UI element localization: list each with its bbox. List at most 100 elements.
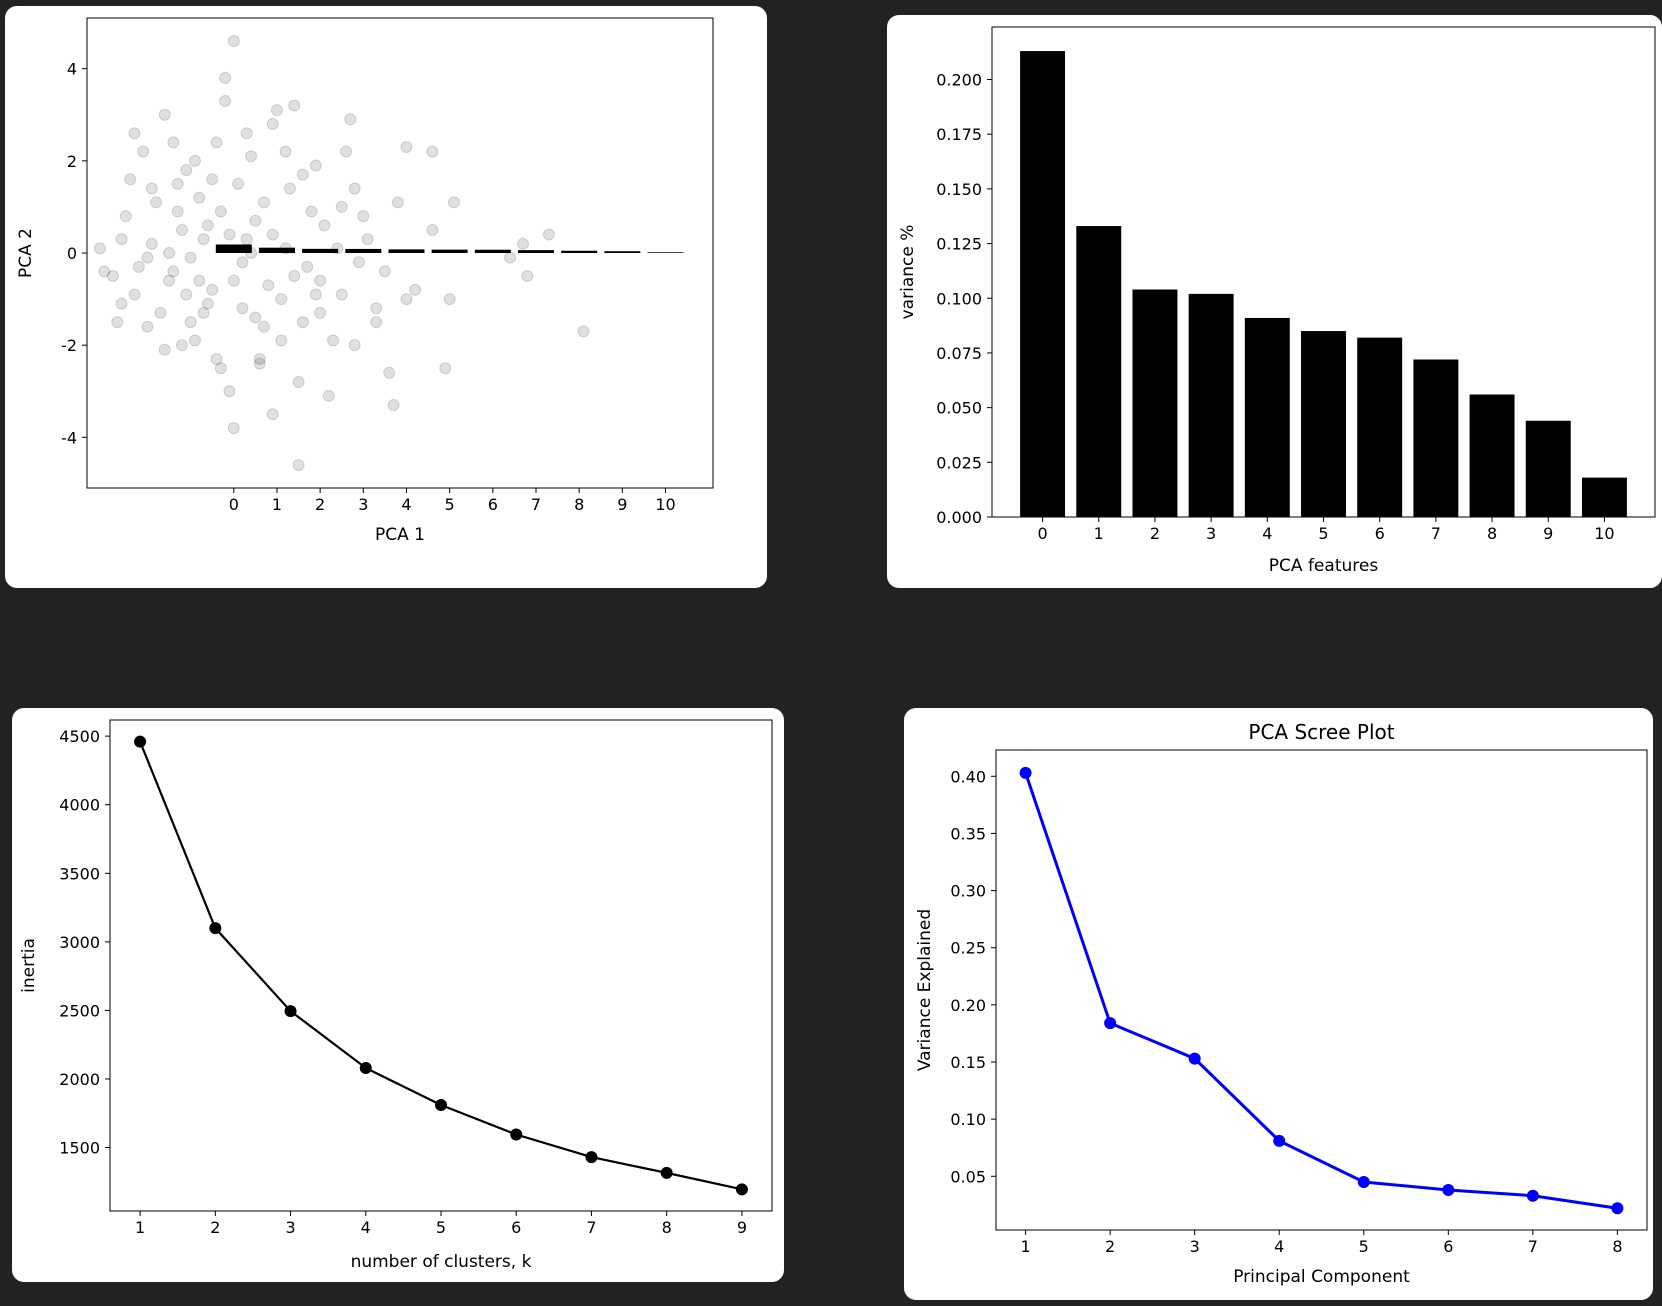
scatter-point: [266, 117, 279, 130]
y-axis-label: Variance Explained: [915, 909, 935, 1071]
scatter-point: [214, 362, 227, 375]
scatter-point: [542, 228, 555, 241]
scatter-point: [141, 320, 154, 333]
scatter-point: [197, 306, 210, 319]
overlay-bar: [561, 250, 598, 253]
x-tick-label: 2: [210, 1218, 220, 1237]
scree-point: [1526, 1189, 1539, 1202]
scatter-point: [275, 334, 288, 347]
scatter-point: [201, 219, 214, 232]
overlay-bar: [388, 249, 425, 253]
x-tick-label: 7: [531, 495, 541, 514]
x-tick-label: 6: [1443, 1237, 1453, 1256]
scatter-point: [266, 228, 279, 241]
scatter-point: [240, 127, 253, 140]
x-tick-label: 10: [655, 495, 675, 514]
x-tick-label: 1: [135, 1218, 145, 1237]
y-tick-label: 0.000: [936, 508, 982, 527]
scatter-point: [158, 108, 171, 121]
scatter-point: [232, 177, 245, 190]
variance-bar: [1357, 337, 1403, 517]
variance-bar: [1020, 51, 1066, 517]
inertia-point: [510, 1128, 523, 1141]
x-tick-label: 2: [315, 495, 325, 514]
scatter-point: [391, 196, 404, 209]
x-tick-label: 6: [1375, 524, 1385, 543]
scatter-point: [132, 260, 145, 273]
scatter-point: [357, 210, 370, 223]
x-tick-label: 1: [1020, 1237, 1030, 1256]
overlay-bar: [258, 247, 295, 253]
scatter-point: [296, 168, 309, 181]
scatter-point: [275, 293, 288, 306]
scatter-point: [93, 242, 106, 255]
scatter-point: [236, 256, 249, 269]
scatter-point: [124, 173, 137, 186]
inertia-point: [134, 735, 147, 748]
variance-bar: [1076, 226, 1122, 517]
scatter-point: [240, 233, 253, 246]
scatter-point: [98, 265, 111, 278]
inertia-point: [585, 1151, 598, 1164]
y-tick-label: 0.05: [950, 1167, 986, 1186]
x-tick-label: 5: [1318, 524, 1328, 543]
scatter-point: [370, 302, 383, 315]
scatter-point: [111, 316, 124, 329]
inertia-point: [660, 1166, 673, 1179]
x-tick-label: 2: [1150, 524, 1160, 543]
inertia-line-chart: 1 2 3 4 5 6 7 8 9 1500 2000 2500 3000 3500 4000 4500 num…: [19, 719, 773, 1272]
x-tick-label: 5: [445, 495, 455, 514]
overlay-bar: [302, 248, 339, 253]
scatter-point: [171, 205, 184, 218]
scatter-point: [188, 334, 201, 347]
x-axis-label: Principal Component: [1233, 1267, 1410, 1287]
x-tick-label: 8: [1612, 1237, 1622, 1256]
chart-title: PCA Scree Plot: [1248, 720, 1394, 744]
scatter-point: [361, 233, 374, 246]
scatter-point: [219, 94, 232, 107]
variance-bar: [1132, 289, 1178, 517]
y-tick-label: 0.40: [950, 767, 986, 786]
x-tick-label: 2: [1105, 1237, 1115, 1256]
y-tick-label: 0.20: [950, 996, 986, 1015]
scatter-point: [348, 182, 361, 195]
scatter-point: [292, 376, 305, 389]
scatter-point: [227, 35, 240, 48]
scatter-point: [193, 274, 206, 287]
scatter-point: [180, 164, 193, 177]
scatter-point: [318, 219, 331, 232]
scatter-point: [167, 136, 180, 149]
scatter-point: [314, 306, 327, 319]
scatter-point: [370, 316, 383, 329]
scatter-point: [115, 233, 128, 246]
scatter-point: [210, 352, 223, 365]
scatter-point: [171, 177, 184, 190]
scatter-point: [270, 104, 283, 117]
scatter-point: [296, 316, 309, 329]
scatter-point: [314, 274, 327, 287]
scatter-point: [197, 233, 210, 246]
scatter-point: [262, 279, 275, 292]
scatter-point: [253, 352, 266, 365]
x-tick-label: 4: [1262, 524, 1272, 543]
scatter-point: [175, 339, 188, 352]
x-tick-label: 0: [229, 495, 239, 514]
scatter-point: [227, 422, 240, 435]
scatter-point: [378, 265, 391, 278]
scatter-point: [258, 196, 271, 209]
x-tick-label: 3: [1190, 1237, 1200, 1256]
y-tick-label: 3500: [59, 864, 100, 883]
scatter-point: [387, 399, 400, 412]
x-tick-label: 9: [737, 1218, 747, 1237]
scatter-point: [158, 343, 171, 356]
x-axis-label: PCA features: [1269, 556, 1379, 576]
x-tick-label: 9: [1543, 524, 1553, 543]
scatter-point: [344, 113, 357, 126]
x-tick-label: 1: [1094, 524, 1104, 543]
scatter-point: [348, 339, 361, 352]
x-tick-label: 4: [361, 1218, 371, 1237]
scatter-point: [163, 274, 176, 287]
scree-point: [1188, 1052, 1201, 1065]
y-tick-label: 0.025: [936, 453, 982, 472]
scatter-point: [193, 191, 206, 204]
